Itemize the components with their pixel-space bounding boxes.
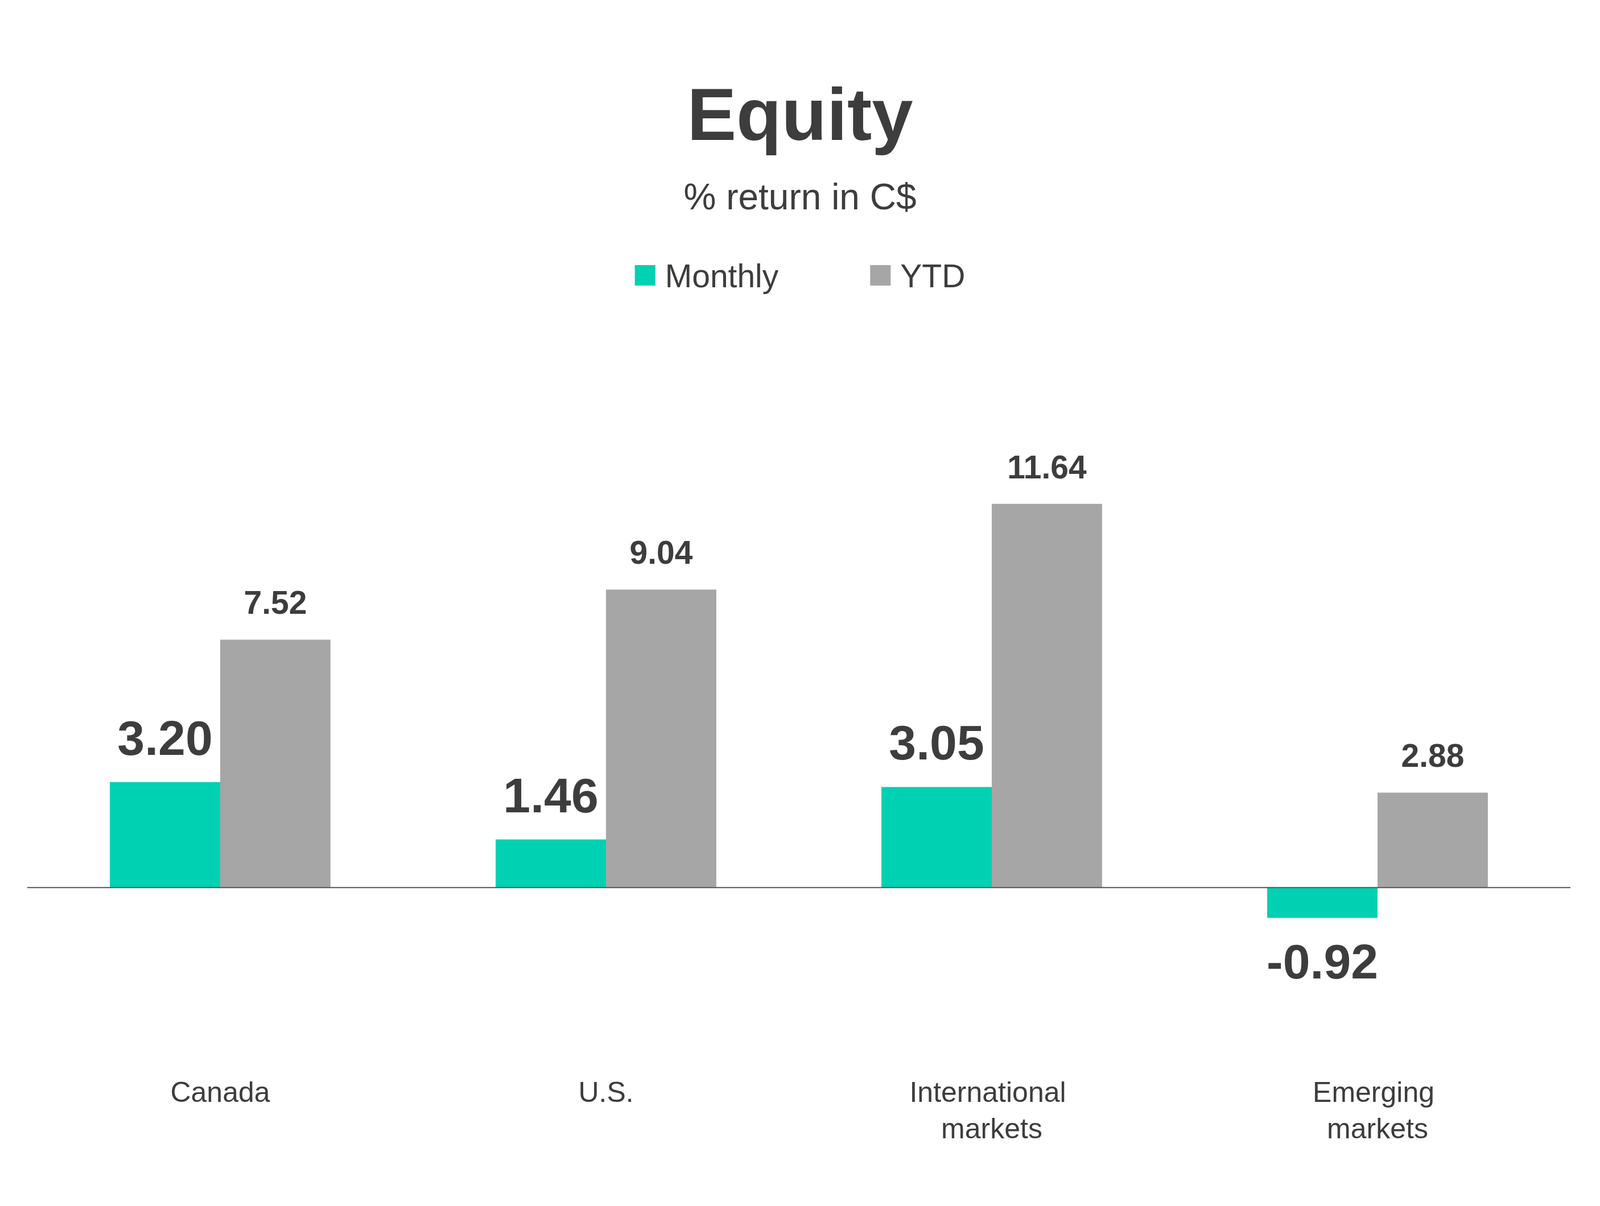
data-label: 3.05 bbox=[888, 715, 984, 770]
data-label: 3.20 bbox=[117, 710, 213, 766]
legend: Monthly YTD bbox=[634, 257, 966, 295]
zero-line bbox=[27, 887, 1571, 889]
chart: Equity% return in C$MonthlyYTD3.201.463.… bbox=[0, 0, 1600, 1206]
legend-label: Monthly bbox=[665, 257, 779, 295]
category-label-line: markets bbox=[1326, 1112, 1429, 1145]
legend-swatch bbox=[634, 265, 656, 286]
data-label: 7.52 bbox=[243, 584, 307, 621]
bar bbox=[1267, 887, 1378, 918]
data-label: -0.92 bbox=[1266, 934, 1379, 989]
data-label: 2.88 bbox=[1400, 737, 1465, 774]
bars bbox=[109, 504, 1488, 919]
bar bbox=[495, 839, 606, 889]
legend-item: Monthly bbox=[634, 257, 779, 295]
data-label: 9.04 bbox=[629, 534, 693, 571]
data-label: 11.64 bbox=[1007, 448, 1087, 486]
x-tick-labels: CanadaU.S.International marketsEmerging … bbox=[170, 1076, 1443, 1145]
category-label-line: markets bbox=[941, 1112, 1043, 1145]
bar bbox=[991, 504, 1103, 888]
title: Equity bbox=[686, 72, 913, 156]
legend-label: YTD bbox=[900, 257, 966, 295]
legend-swatch bbox=[869, 265, 891, 286]
category-label: Emerging markets bbox=[1312, 1076, 1443, 1145]
legend-item: YTD bbox=[869, 257, 966, 295]
bar bbox=[220, 639, 331, 888]
bar bbox=[605, 589, 717, 888]
data-labels: 3.20 1.46 3.05 -0.92 7.52 9.04 11.64 2.88 bbox=[117, 448, 1465, 990]
data-label: 1.46 bbox=[502, 768, 599, 823]
bar bbox=[109, 782, 221, 888]
background bbox=[0, 0, 1600, 1206]
subtitle: % return in C$ bbox=[683, 176, 917, 218]
category-label-line: Emerging bbox=[1312, 1076, 1443, 1109]
category-label: U.S. bbox=[578, 1076, 634, 1109]
category-label-line: International bbox=[909, 1076, 1074, 1109]
category-label: Canada bbox=[170, 1076, 270, 1109]
category-label-line: Canada bbox=[170, 1076, 270, 1109]
category-label-line: U.S. bbox=[578, 1076, 634, 1109]
bar bbox=[881, 786, 992, 888]
bar bbox=[1377, 792, 1488, 888]
category-label: International markets bbox=[909, 1076, 1074, 1145]
